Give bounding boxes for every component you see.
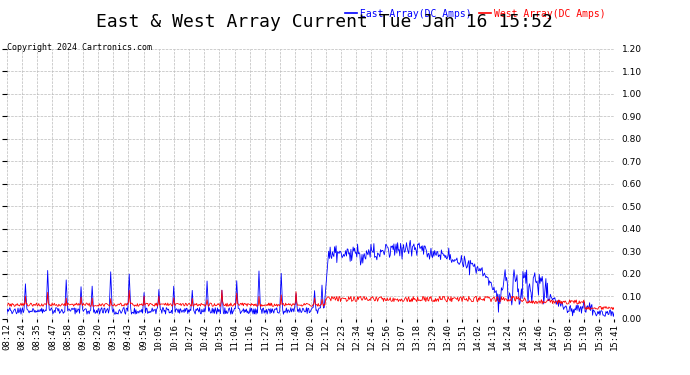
East Array(DC Amps) [263, 312, 271, 316]
East Array(DC Amps) [148, 309, 156, 313]
West Array(DC Amps) [264, 303, 272, 308]
West Array(DC Amps) [95, 302, 104, 306]
West Array(DC Amps) [168, 303, 176, 307]
East Array(DC Amps) [95, 312, 104, 316]
West Array(DC Amps) [609, 307, 617, 312]
Text: East & West Array Current Tue Jan 16 15:52: East & West Array Current Tue Jan 16 15:… [96, 13, 553, 31]
East Array(DC Amps) [398, 257, 406, 261]
West Array(DC Amps) [399, 299, 407, 304]
Line: West Array(DC Amps): West Array(DC Amps) [7, 290, 614, 309]
East Array(DC Amps) [610, 310, 618, 315]
East Array(DC Amps) [609, 314, 618, 319]
Text: Copyright 2024 Cartronics.com: Copyright 2024 Cartronics.com [7, 43, 152, 52]
West Array(DC Amps) [377, 295, 385, 299]
East Array(DC Amps) [406, 238, 415, 243]
East Array(DC Amps) [375, 255, 384, 259]
West Array(DC Amps) [218, 288, 226, 292]
East Array(DC Amps) [3, 312, 11, 316]
West Array(DC Amps) [148, 302, 156, 307]
West Array(DC Amps) [610, 307, 618, 312]
Legend: East Array(DC Amps), West Array(DC Amps): East Array(DC Amps), West Array(DC Amps) [342, 5, 609, 23]
Line: East Array(DC Amps): East Array(DC Amps) [7, 240, 614, 316]
East Array(DC Amps) [168, 308, 176, 312]
West Array(DC Amps) [3, 303, 11, 307]
